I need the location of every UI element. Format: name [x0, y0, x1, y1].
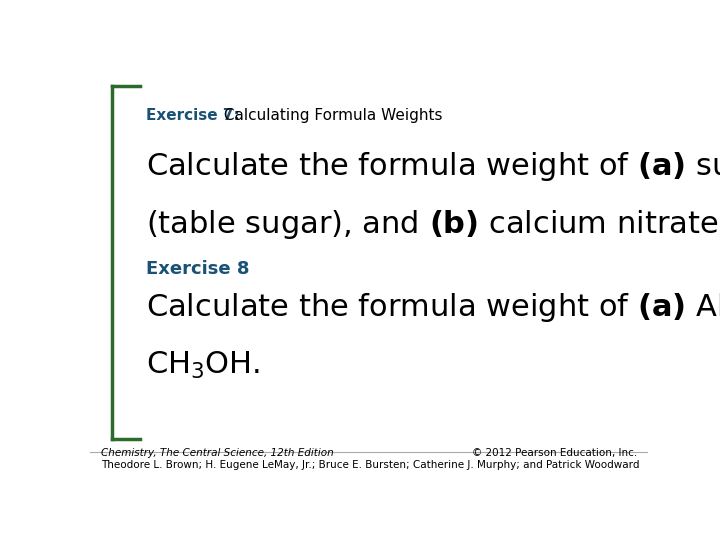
Text: $\mathrm{CH_3OH}$.: $\mathrm{CH_3OH}$. — [145, 349, 260, 381]
Text: (table sugar), and $\mathbf{(b)}$ calcium nitrate, $\mathrm{Ca(NO_3)_2}$.: (table sugar), and $\mathbf{(b)}$ calciu… — [145, 208, 720, 241]
Text: Calculate the formula weight of $\mathbf{(a)}$ $\mathrm{Al(OH)_3}$ and $\mathbf{: Calculate the formula weight of $\mathbf… — [145, 292, 720, 325]
Text: © 2012 Pearson Education, Inc.: © 2012 Pearson Education, Inc. — [472, 448, 637, 458]
Text: Theodore L. Brown; H. Eugene LeMay, Jr.; Bruce E. Bursten; Catherine J. Murphy; : Theodore L. Brown; H. Eugene LeMay, Jr.;… — [101, 460, 639, 470]
Text: Exercise 7:: Exercise 7: — [145, 109, 240, 124]
Text: Calculate the formula weight of $\mathbf{(a)}$ sucrose, $\mathrm{C_{12}H_{22}O_{: Calculate the formula weight of $\mathbf… — [145, 150, 720, 183]
Text: Calculating Formula Weights: Calculating Formula Weights — [220, 109, 443, 124]
Text: Exercise 8: Exercise 8 — [145, 260, 249, 278]
Text: Chemistry, The Central Science, 12th Edition: Chemistry, The Central Science, 12th Edi… — [101, 448, 334, 458]
